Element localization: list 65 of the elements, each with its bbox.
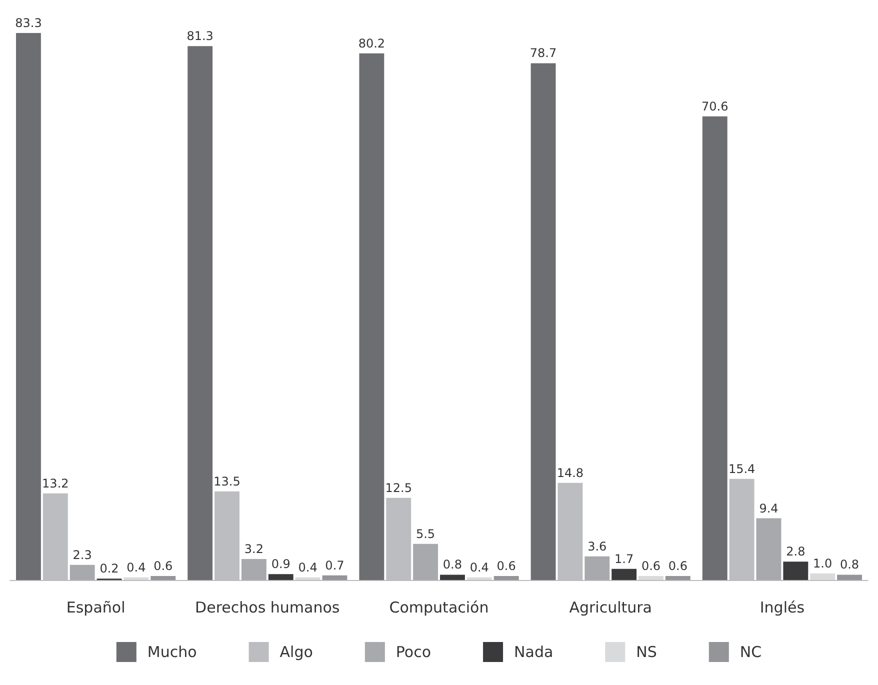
legend-label: NS: [636, 643, 657, 661]
data-label: 0.8: [442, 558, 462, 572]
legend-label: Mucho: [147, 643, 197, 661]
bar: [16, 33, 41, 580]
data-label: 9.4: [759, 501, 778, 516]
data-label: 81.3: [186, 29, 214, 44]
data-label: 2.3: [72, 548, 92, 562]
bar: [124, 577, 149, 580]
data-label: 13.2: [42, 476, 69, 490]
data-label: 14.8: [556, 466, 584, 480]
data-label: 3.2: [244, 542, 264, 556]
bar: [783, 562, 808, 580]
bar: [188, 46, 213, 580]
bar: [665, 576, 690, 580]
data-label: 0.6: [641, 559, 661, 574]
bar: [70, 564, 95, 580]
data-label: 0.4: [298, 560, 318, 574]
data-label: 0.9: [271, 557, 290, 572]
bar: [295, 577, 320, 580]
bar: [584, 556, 610, 580]
bar: [268, 574, 294, 580]
bar: [702, 116, 728, 580]
bar: [530, 63, 556, 580]
data-label: 80.2: [358, 36, 386, 50]
legend-label: NC: [740, 643, 762, 661]
bar: [150, 576, 176, 580]
data-label: 0.2: [100, 562, 119, 576]
bar: [322, 575, 348, 580]
bar: [837, 574, 862, 580]
legend-label: Poco: [396, 643, 432, 661]
data-label: 0.6: [496, 559, 516, 574]
bar: [241, 558, 266, 580]
data-label: 13.5: [214, 474, 240, 488]
data-label: 70.6: [702, 99, 728, 114]
x-tick-label: Inglés: [760, 598, 805, 616]
bar: [359, 53, 384, 580]
data-label: 78.7: [530, 46, 557, 60]
legend-label: Nada: [514, 643, 554, 661]
data-label: 0.4: [126, 560, 146, 574]
legend-label: Algo: [280, 643, 313, 661]
bar: [440, 574, 465, 580]
data-label: 1.7: [614, 552, 634, 566]
data-label: 83.3: [15, 16, 42, 30]
data-label: 0.7: [325, 558, 344, 572]
x-tick-label: Español: [66, 598, 126, 616]
data-label: 5.5: [416, 526, 436, 541]
data-label: 0.4: [470, 560, 489, 574]
data-label: 3.6: [588, 539, 607, 554]
data-label: 0.6: [154, 559, 173, 574]
bar: [756, 518, 782, 580]
data-label: 2.8: [786, 544, 806, 559]
data-label: 15.4: [728, 462, 756, 476]
bar: [638, 576, 664, 580]
bar: [494, 576, 519, 580]
bar: [810, 573, 836, 580]
bar: [413, 544, 438, 580]
data-label: 12.5: [385, 480, 412, 495]
bar: [466, 577, 492, 580]
data-label: 0.8: [840, 558, 860, 572]
x-tick-label: Agricultura: [569, 598, 652, 616]
bar: [612, 568, 637, 580]
x-tick-label: Derechos humanos: [195, 598, 340, 616]
data-label: 1.0: [813, 556, 832, 570]
x-tick-label: Computación: [389, 598, 489, 616]
data-label: 0.6: [668, 559, 688, 574]
